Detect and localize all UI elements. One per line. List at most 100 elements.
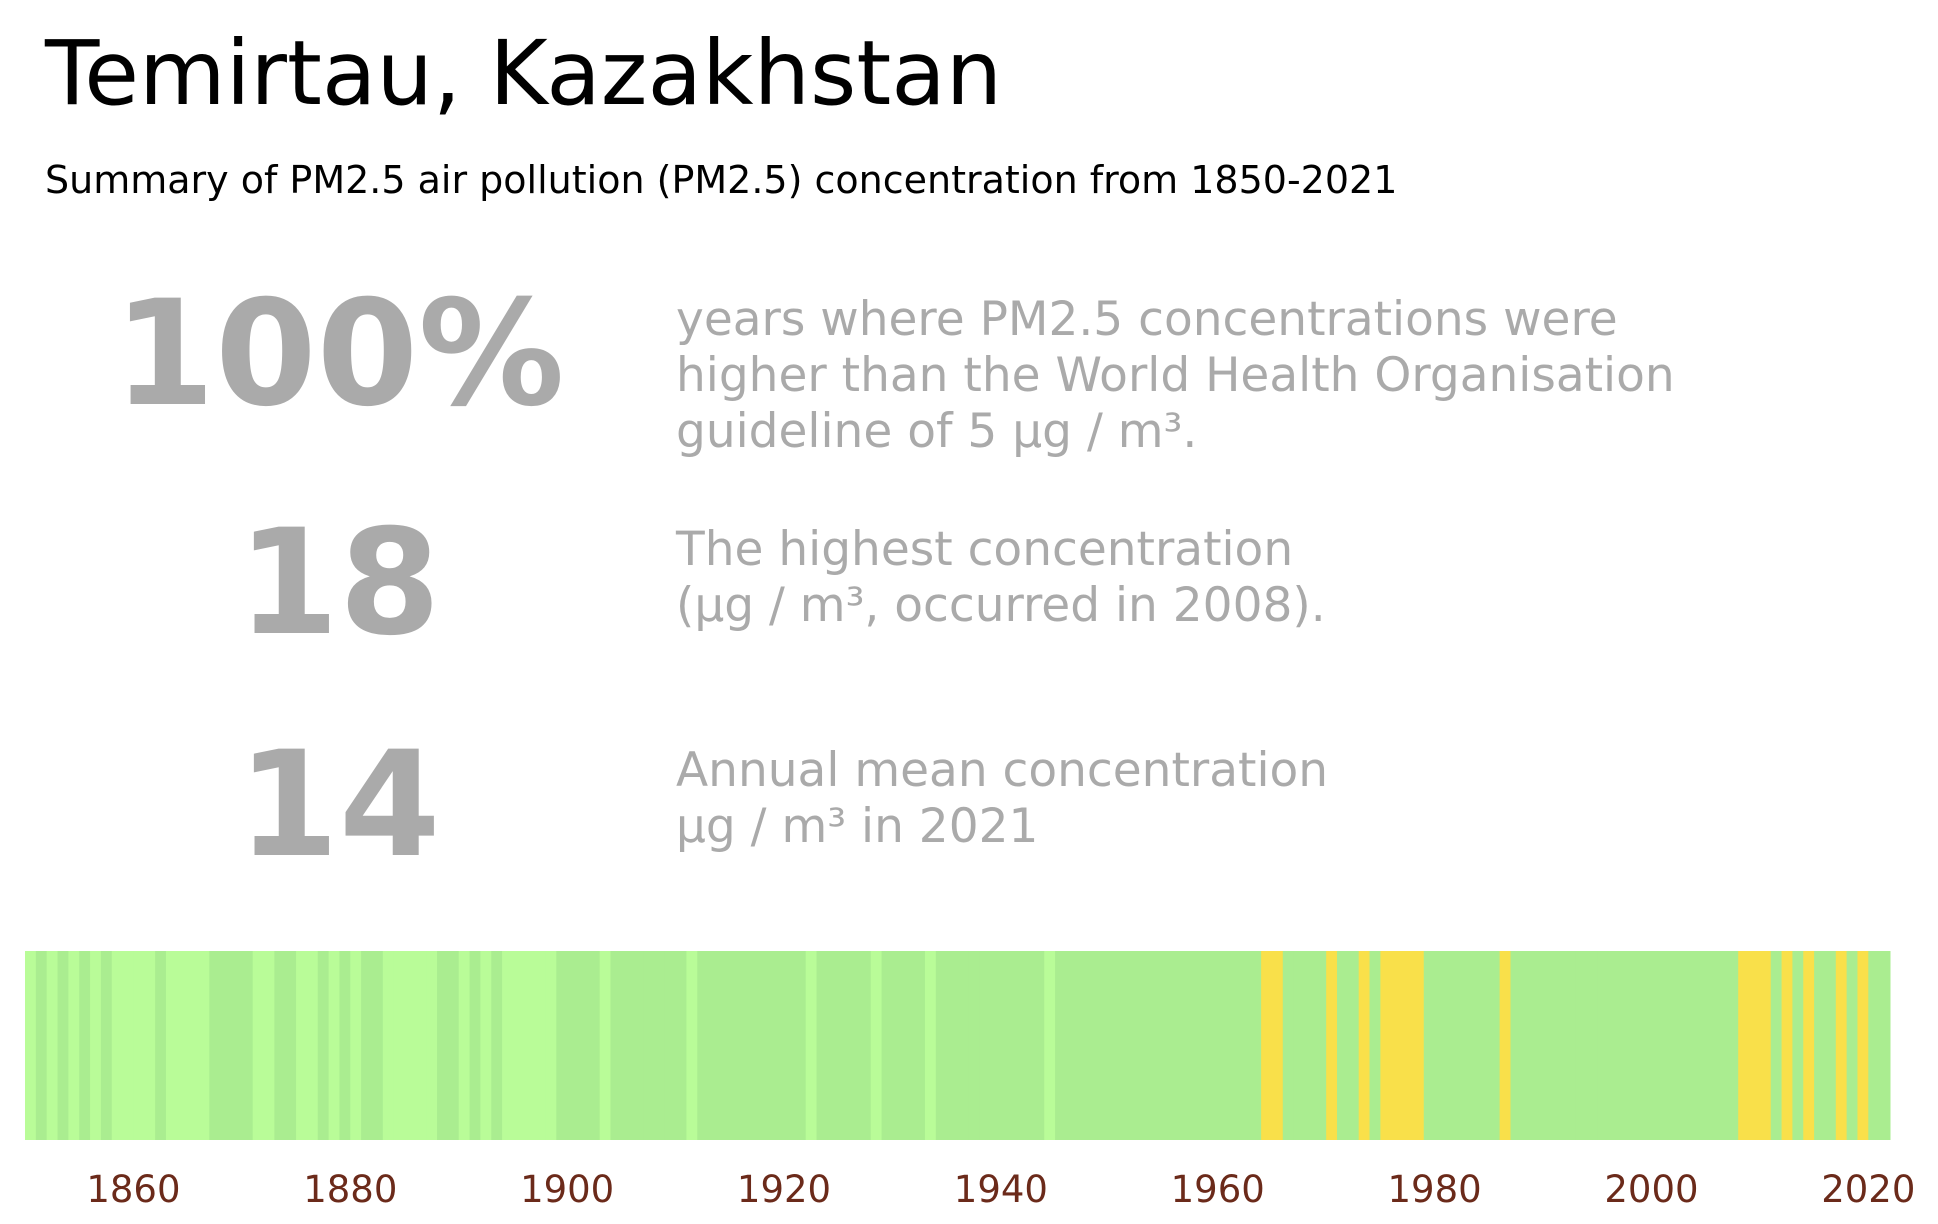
stripe bbox=[957, 951, 969, 1140]
chart-subtitle: Summary of PM2.5 air pollution (PM2.5) c… bbox=[45, 158, 1397, 202]
x-tick-label: 1900 bbox=[520, 1168, 614, 1211]
stripe bbox=[1423, 951, 1436, 1140]
stripe bbox=[1055, 951, 1067, 1140]
stat-description: Annual mean concentration bbox=[676, 743, 1328, 798]
stripe bbox=[1380, 951, 1392, 1140]
stripe bbox=[1532, 951, 1544, 1140]
stripe bbox=[1597, 951, 1609, 1140]
stripe bbox=[165, 951, 178, 1140]
stripe bbox=[697, 951, 709, 1140]
stripe bbox=[1239, 951, 1251, 1140]
stripe bbox=[903, 951, 915, 1140]
stripe bbox=[46, 951, 59, 1140]
stripe bbox=[512, 951, 525, 1140]
stat-description: µg / m³ in 2021 bbox=[676, 799, 1038, 854]
stripe bbox=[1716, 951, 1728, 1140]
stripe bbox=[1792, 951, 1804, 1140]
stripe bbox=[1369, 951, 1381, 1140]
x-tick-label: 1920 bbox=[737, 1168, 831, 1211]
stripe bbox=[1434, 951, 1446, 1140]
stripe bbox=[328, 951, 340, 1140]
stripe bbox=[25, 951, 37, 1140]
stripe bbox=[296, 951, 308, 1140]
stripe bbox=[231, 951, 243, 1140]
stripe bbox=[1662, 951, 1674, 1140]
stripe bbox=[1781, 951, 1793, 1140]
stripe bbox=[1651, 951, 1663, 1140]
stripe bbox=[859, 951, 872, 1140]
stripe bbox=[849, 951, 861, 1140]
stripe bbox=[90, 951, 102, 1140]
stripe bbox=[393, 951, 406, 1140]
stripe bbox=[881, 951, 893, 1140]
stripe bbox=[1087, 951, 1099, 1140]
stripe bbox=[816, 951, 828, 1140]
stripe bbox=[1683, 951, 1696, 1140]
stripe bbox=[220, 951, 232, 1140]
stripe bbox=[209, 951, 221, 1140]
stripe bbox=[1803, 951, 1815, 1140]
stripe bbox=[1868, 951, 1880, 1140]
stripe bbox=[306, 951, 319, 1140]
stat-value: 100% bbox=[113, 269, 564, 439]
stripe bbox=[1152, 951, 1165, 1140]
x-tick-label: 1980 bbox=[1388, 1168, 1482, 1211]
stripe bbox=[1521, 951, 1533, 1140]
stripe bbox=[1608, 951, 1620, 1140]
stripe bbox=[1575, 951, 1587, 1140]
stripe bbox=[1629, 951, 1642, 1140]
stripe bbox=[751, 951, 763, 1140]
stripe bbox=[1044, 951, 1056, 1140]
stripe bbox=[1011, 951, 1024, 1140]
stat-description: years where PM2.5 concentrations were bbox=[676, 292, 1618, 347]
stripe bbox=[1705, 951, 1718, 1140]
stripe bbox=[57, 951, 69, 1140]
stripe bbox=[762, 951, 774, 1140]
stripe bbox=[447, 951, 460, 1140]
stripe bbox=[1141, 951, 1154, 1140]
stripe bbox=[1347, 951, 1360, 1140]
stripe bbox=[1271, 951, 1284, 1140]
x-tick-label: 1880 bbox=[303, 1168, 397, 1211]
x-tick-label: 2020 bbox=[1821, 1168, 1915, 1211]
stripe bbox=[1814, 951, 1826, 1140]
stripe bbox=[686, 951, 698, 1140]
stripe bbox=[1694, 951, 1707, 1140]
stripe bbox=[1033, 951, 1045, 1140]
stripe bbox=[339, 951, 351, 1140]
x-tick-label: 1940 bbox=[954, 1168, 1048, 1211]
stripe bbox=[784, 951, 796, 1140]
stripe bbox=[740, 951, 752, 1140]
stripe bbox=[1196, 951, 1208, 1140]
stripe bbox=[1456, 951, 1468, 1140]
stripe bbox=[1759, 951, 1772, 1140]
stripe bbox=[198, 951, 210, 1140]
stripe bbox=[404, 951, 416, 1140]
stripe bbox=[556, 951, 568, 1140]
stripe bbox=[946, 951, 958, 1140]
stat-description: (µg / m³, occurred in 2008). bbox=[676, 578, 1326, 633]
stripe bbox=[1770, 951, 1783, 1140]
stripe bbox=[990, 951, 1002, 1140]
stripe bbox=[773, 951, 785, 1140]
x-tick-label: 2000 bbox=[1604, 1168, 1698, 1211]
stripe bbox=[1488, 951, 1501, 1140]
stripe bbox=[68, 951, 80, 1140]
stripe bbox=[1185, 951, 1197, 1140]
stripe bbox=[176, 951, 189, 1140]
stripe bbox=[924, 951, 937, 1140]
stripe bbox=[1022, 951, 1034, 1140]
stripe bbox=[567, 951, 579, 1140]
stripe bbox=[285, 951, 297, 1140]
stripe bbox=[1250, 951, 1262, 1140]
stripe bbox=[1445, 951, 1457, 1140]
stripe bbox=[1543, 951, 1555, 1140]
stripe bbox=[1402, 951, 1414, 1140]
stripe bbox=[1228, 951, 1240, 1140]
stripe bbox=[1098, 951, 1110, 1140]
stripe bbox=[1217, 951, 1230, 1140]
stripe bbox=[263, 951, 275, 1140]
stripe bbox=[1738, 951, 1750, 1140]
stripe bbox=[935, 951, 948, 1140]
